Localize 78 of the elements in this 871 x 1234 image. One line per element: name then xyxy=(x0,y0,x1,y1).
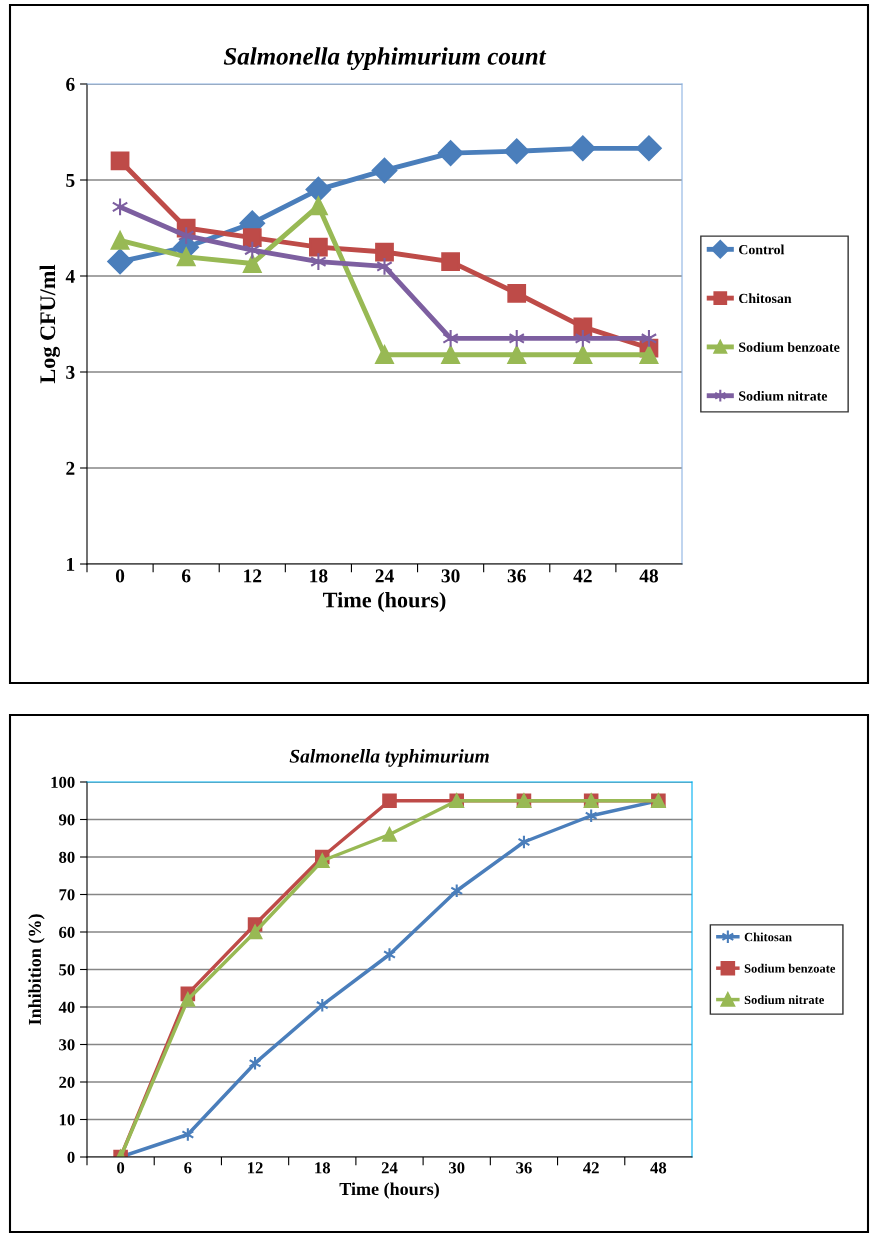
x-tick-label: 48 xyxy=(650,1162,667,1174)
point xyxy=(110,151,130,171)
legend-label: Chitosan xyxy=(744,932,792,942)
point xyxy=(573,345,593,365)
y-tick-label: 4 xyxy=(65,269,75,283)
point xyxy=(247,924,263,940)
y-tick-label: 6 xyxy=(66,77,75,91)
y-tick-label: 60 xyxy=(59,926,75,938)
point xyxy=(110,231,130,250)
y-tick-label: 70 xyxy=(59,889,75,901)
legend-label: Chitosan xyxy=(739,293,792,304)
y-tick-label: 80 xyxy=(59,851,75,863)
point xyxy=(305,176,332,203)
point xyxy=(242,254,262,273)
y-tick-label: 5 xyxy=(66,174,75,187)
x-tick-label: 24 xyxy=(375,569,394,583)
point xyxy=(371,157,398,184)
x-tick-label: 0 xyxy=(117,1162,125,1174)
y-tick-label: 90 xyxy=(58,814,75,826)
x-tick-label: 6 xyxy=(181,569,191,583)
point xyxy=(382,793,397,809)
y-tick-label: 30 xyxy=(59,1039,75,1051)
y-tick-label: 40 xyxy=(58,1001,75,1013)
x-tick-label: 42 xyxy=(573,569,592,583)
point xyxy=(309,237,328,257)
point xyxy=(176,247,196,267)
point xyxy=(376,257,393,276)
point xyxy=(375,345,394,365)
x-tick-label: 12 xyxy=(244,569,262,583)
point xyxy=(636,135,662,162)
chart-title: Salmonella typhimurium count xyxy=(223,47,547,70)
y-tick-label: 2 xyxy=(66,461,75,475)
point xyxy=(570,135,596,162)
x-tick-label: 36 xyxy=(507,569,526,583)
point xyxy=(507,283,527,303)
point xyxy=(314,853,330,869)
x-tick-label: 24 xyxy=(381,1162,398,1174)
y-tick-label: 10 xyxy=(59,1114,75,1126)
point xyxy=(573,317,593,337)
point xyxy=(107,248,133,275)
legend-label: Control xyxy=(739,244,785,255)
point xyxy=(441,345,460,365)
point xyxy=(180,992,196,1007)
point xyxy=(437,140,464,166)
y-tick-label: 50 xyxy=(59,964,75,976)
point xyxy=(639,345,659,365)
point xyxy=(441,252,460,271)
y-axis-title: Log CFU/ml xyxy=(39,264,60,384)
legend-label: Sodium benzoate xyxy=(739,342,840,352)
x-tick-label: 18 xyxy=(310,569,328,583)
point xyxy=(382,827,397,842)
legend-label: Sodium benzoate xyxy=(744,963,836,973)
x-axis-title: Time (hours) xyxy=(323,591,446,613)
x-axis-title: Time (hours) xyxy=(339,1182,439,1199)
y-tick-label: 100 xyxy=(51,776,75,788)
y-tick-label: 20 xyxy=(59,1076,75,1088)
x-tick-label: 18 xyxy=(315,1162,331,1174)
x-tick-label: 42 xyxy=(583,1162,599,1174)
point xyxy=(507,345,527,365)
point xyxy=(383,947,396,962)
x-tick-label: 12 xyxy=(248,1162,263,1174)
point xyxy=(309,196,328,216)
x-tick-label: 48 xyxy=(639,569,659,583)
y-tick-label: 3 xyxy=(66,365,75,379)
x-tick-label: 6 xyxy=(184,1162,192,1174)
legend-label: Sodium nitrate xyxy=(744,995,824,1005)
chart-title: Salmonella typhimurium xyxy=(289,749,489,767)
x-tick-label: 0 xyxy=(115,569,125,583)
y-axis-title: Inhibition (%) xyxy=(28,914,45,1025)
point xyxy=(503,138,530,165)
point xyxy=(242,228,262,247)
legend-label: Sodium nitrate xyxy=(739,390,828,401)
y-tick-label: 0 xyxy=(67,1151,75,1163)
x-tick-label: 30 xyxy=(449,1162,465,1174)
y-tick-label: 1 xyxy=(67,557,75,571)
x-tick-label: 36 xyxy=(516,1162,532,1174)
x-tick-label: 30 xyxy=(441,569,460,583)
point xyxy=(375,242,394,262)
